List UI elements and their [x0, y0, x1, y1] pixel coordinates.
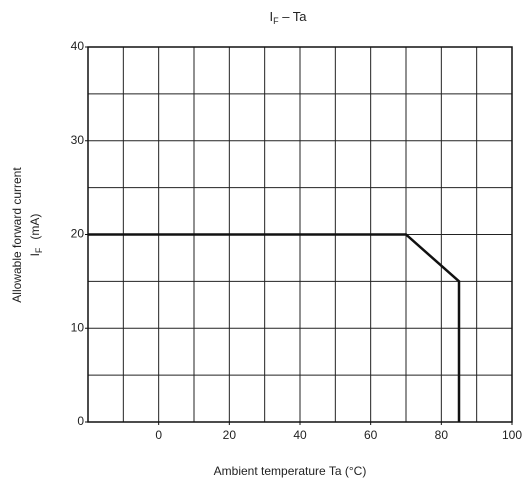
- y-label-line1: Allowable forward current: [10, 167, 24, 303]
- x-tick-label: 60: [364, 428, 378, 442]
- y-tick-label: 30: [71, 133, 85, 147]
- x-tick-label: 40: [293, 428, 307, 442]
- title-rest: – Ta: [279, 9, 308, 24]
- y-axis-label: Allowable forward current IF (mA): [10, 167, 44, 303]
- y-tick-label: 0: [77, 414, 84, 428]
- data-line: [88, 233, 461, 422]
- x-axis-label: Ambient temperature Ta (°C): [214, 464, 367, 478]
- y-label-symbol: I: [28, 253, 42, 256]
- y-label-line2: IF (mA): [28, 214, 44, 257]
- x-tick-label: 100: [502, 428, 522, 442]
- y-label-unit: (mA): [28, 214, 42, 240]
- y-tick-label: 40: [71, 39, 85, 53]
- y-tick-label: 10: [71, 320, 85, 334]
- y-tick-label: 20: [71, 227, 85, 241]
- x-tick-label: 0: [155, 428, 162, 442]
- title-subscript: F: [273, 16, 279, 26]
- y-label-subscript: F: [34, 247, 44, 253]
- x-tick-label: 80: [435, 428, 449, 442]
- title-symbol: I: [269, 9, 273, 24]
- x-tick-label: 20: [223, 428, 237, 442]
- chart-title: IF – Ta: [269, 9, 307, 26]
